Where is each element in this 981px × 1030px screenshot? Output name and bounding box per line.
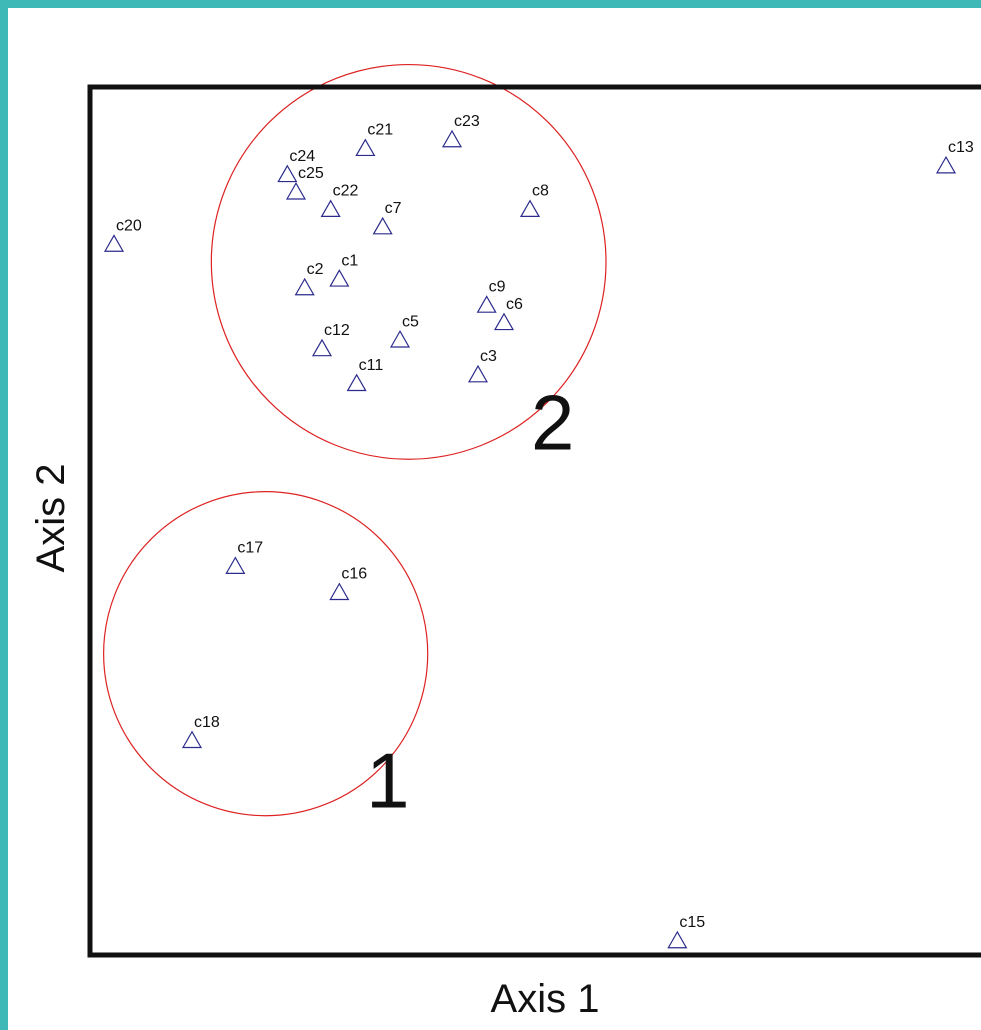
point-marker-c8 — [519, 199, 541, 218]
point-marker-c6 — [493, 312, 515, 331]
group-labels: 12 — [366, 378, 574, 824]
point-marker-c21 — [355, 138, 376, 157]
point-label-c1: c1 — [341, 252, 358, 269]
point-marker-c20 — [103, 234, 125, 252]
group-circles — [103, 63, 607, 817]
point-label-c6: c6 — [506, 296, 523, 313]
point-marker-c17 — [225, 556, 246, 574]
point-label-c18: c18 — [194, 714, 220, 731]
point-label-c8: c8 — [532, 183, 549, 200]
point-marker-c12 — [311, 338, 333, 357]
point-marker-c5 — [389, 330, 411, 348]
group-label-1: 1 — [366, 737, 409, 825]
point-label-c17: c17 — [237, 540, 263, 557]
point-marker-c24 — [277, 164, 298, 183]
point-label-c22: c22 — [333, 183, 359, 200]
point-label-c15: c15 — [679, 914, 705, 931]
point-label-c20: c20 — [116, 217, 142, 234]
point-label-c3: c3 — [480, 348, 497, 365]
group-circle-1 — [103, 491, 429, 817]
point-label-c12: c12 — [324, 322, 350, 339]
point-label-c2: c2 — [307, 261, 324, 278]
point-marker-c22 — [320, 199, 341, 218]
point-label-c13: c13 — [948, 139, 974, 156]
point-marker-c2 — [294, 277, 315, 296]
point-label-c21: c21 — [367, 122, 393, 139]
frame-top-border — [0, 0, 981, 8]
point-marker-c16 — [329, 582, 350, 601]
point-marker-c1 — [329, 269, 350, 287]
point-label-c23: c23 — [454, 113, 480, 130]
point-marker-c13 — [935, 155, 957, 174]
group-label-2: 2 — [531, 378, 574, 466]
point-label-c25: c25 — [298, 165, 324, 182]
plot-area-border — [87, 84, 981, 958]
point-label-c9: c9 — [489, 278, 506, 295]
point-marker-c15 — [667, 930, 688, 949]
point-label-c16: c16 — [341, 566, 367, 583]
point-label-c5: c5 — [402, 313, 419, 330]
frame-left-border — [0, 0, 8, 1030]
point-label-c24: c24 — [289, 148, 315, 165]
x-axis-title: Axis 1 — [491, 977, 600, 1021]
y-axis-title: Axis 2 — [29, 464, 73, 573]
point-marker-c18 — [181, 730, 203, 749]
point-label-c7: c7 — [385, 200, 402, 217]
point-marker-c7 — [372, 216, 393, 235]
point-marker-c9 — [476, 295, 497, 313]
point-marker-c11 — [346, 373, 367, 392]
point-marker-c25 — [285, 182, 307, 200]
point-marker-c23 — [441, 129, 463, 148]
point-label-c11: c11 — [359, 357, 384, 374]
point-marker-c3 — [467, 364, 489, 383]
group-circle-2 — [210, 63, 607, 460]
